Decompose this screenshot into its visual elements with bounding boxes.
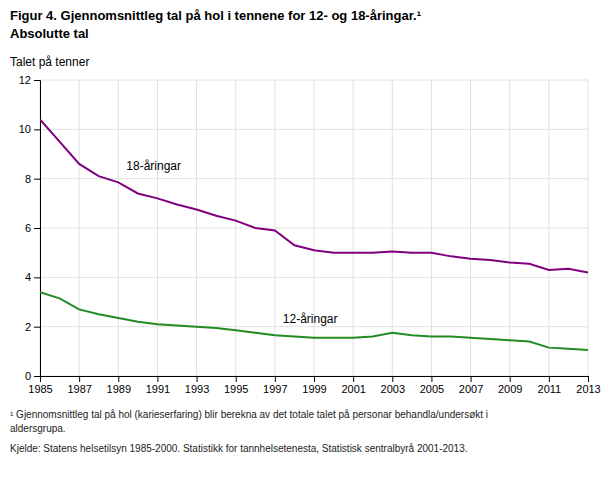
line-label: 18-åringar bbox=[126, 159, 181, 173]
x-tick-mark bbox=[197, 376, 198, 382]
x-tick-label: 2013 bbox=[576, 383, 600, 395]
y-tick: 8 bbox=[25, 173, 40, 185]
x-tick-label: 2005 bbox=[420, 383, 444, 395]
x-grid-line bbox=[196, 80, 197, 376]
x-tick: 1997 bbox=[263, 376, 287, 395]
x-tick-mark bbox=[157, 376, 158, 382]
y-tick-label: 8 bbox=[25, 173, 31, 185]
y-tick: 4 bbox=[25, 271, 40, 283]
x-axis: 1985 1987 1989 1991 1993 1995 1997 1999 2001 2003… bbox=[28, 376, 600, 395]
x-tick: 2001 bbox=[341, 376, 365, 395]
x-tick-mark bbox=[118, 376, 119, 382]
x-tick-label: 1995 bbox=[224, 383, 248, 395]
y-axis-line bbox=[34, 81, 41, 377]
x-tick: 1995 bbox=[224, 376, 248, 395]
x-tick-mark bbox=[353, 376, 354, 382]
title: Figur 4. Gjennomsnittleg tal på hol i te… bbox=[10, 8, 421, 23]
x-tick-label: 2011 bbox=[538, 383, 562, 395]
x-tick-mark bbox=[79, 376, 80, 382]
x-grid-line bbox=[392, 80, 393, 376]
x-tick-mark bbox=[275, 376, 276, 382]
y-tick: 10 bbox=[19, 123, 40, 135]
x-grid-line bbox=[470, 80, 471, 376]
x-grid-line bbox=[274, 80, 275, 376]
x-grid-line bbox=[588, 80, 589, 376]
x-tick: 1989 bbox=[107, 376, 131, 395]
x-grid-line bbox=[431, 80, 432, 376]
x-tick-mark bbox=[314, 376, 315, 382]
x-tick-mark bbox=[236, 376, 237, 382]
x-tick-label: 1993 bbox=[185, 383, 209, 395]
x-tick: 1993 bbox=[185, 376, 209, 395]
x-grid-line bbox=[548, 80, 549, 376]
line-label: 12-åringar bbox=[283, 312, 338, 326]
x-tick-label: 1997 bbox=[263, 383, 287, 395]
y-tick-label: 12 bbox=[19, 74, 31, 86]
x-tick-label: 1985 bbox=[28, 383, 52, 395]
x-tick-label: 2001 bbox=[341, 383, 365, 395]
x-grid-line bbox=[79, 80, 80, 376]
x-tick-mark bbox=[471, 376, 472, 382]
x-tick-label: 1987 bbox=[67, 383, 91, 395]
x-tick-label: 1991 bbox=[146, 383, 170, 395]
footnote: aldersgrupa. bbox=[10, 423, 66, 434]
x-tick: 2013 bbox=[576, 376, 600, 395]
series-line bbox=[40, 292, 588, 350]
x-tick: 2003 bbox=[381, 376, 405, 395]
y-tick-mark bbox=[34, 376, 40, 377]
y-tick-label: 0 bbox=[25, 370, 31, 382]
x-grid-line bbox=[509, 80, 510, 376]
y-tick-mark bbox=[34, 327, 40, 328]
x-tick: 2009 bbox=[498, 376, 522, 395]
chart: Figur 4. Gjennomsnittleg tal på hol i te… bbox=[0, 0, 610, 488]
x-grid-line bbox=[353, 80, 354, 376]
plot-area: 1985 1987 1989 1991 1993 1995 1997 1999 2001 2003… bbox=[19, 74, 601, 395]
y-tick-mark bbox=[34, 228, 40, 229]
x-tick-label: 2007 bbox=[459, 383, 483, 395]
x-grid-line bbox=[314, 80, 315, 376]
y-tick-label: 4 bbox=[25, 271, 31, 283]
x-tick: 1999 bbox=[302, 376, 326, 395]
y-tick-mark bbox=[34, 277, 40, 278]
x-tick: 1987 bbox=[67, 376, 91, 395]
subtitle: Absolutte tal bbox=[10, 26, 89, 41]
x-tick-label: 1999 bbox=[302, 383, 326, 395]
grid bbox=[40, 80, 588, 376]
y-tick: 2 bbox=[25, 321, 40, 333]
x-tick: 1985 bbox=[28, 376, 52, 395]
y-tick: 12 bbox=[19, 74, 40, 86]
footnote: ¹ Gjennomsnittleg tal på hol (karieserfa… bbox=[10, 409, 488, 420]
y-tick-label: 6 bbox=[25, 222, 31, 234]
lines bbox=[40, 119, 588, 350]
y-tick-label: 2 bbox=[25, 321, 31, 333]
y-axis: 0 2 4 6 8 10 12 bbox=[19, 74, 41, 382]
x-tick: 2005 bbox=[420, 376, 444, 395]
y-tick-mark bbox=[34, 80, 40, 81]
x-tick: 1991 bbox=[146, 376, 170, 395]
y-tick-label: 10 bbox=[19, 123, 31, 135]
x-tick-mark bbox=[392, 376, 393, 382]
x-grid-line bbox=[235, 80, 236, 376]
x-tick-mark bbox=[588, 376, 589, 382]
y-tick-mark bbox=[34, 179, 40, 180]
y-tick-mark bbox=[34, 129, 40, 130]
x-tick-label: 2003 bbox=[381, 383, 405, 395]
y-tick: 0 bbox=[25, 370, 40, 382]
series-line bbox=[40, 119, 588, 272]
x-tick: 2011 bbox=[538, 376, 562, 395]
x-tick-mark bbox=[549, 376, 550, 382]
x-tick-label: 2009 bbox=[498, 383, 522, 395]
x-grid-line bbox=[118, 80, 119, 376]
y-axis-label: Talet på tenner bbox=[10, 55, 89, 69]
x-grid-line bbox=[157, 80, 158, 376]
y-tick: 6 bbox=[25, 222, 40, 234]
line-labels: 18-åringar 12-åringar bbox=[126, 159, 337, 326]
x-tick-mark bbox=[510, 376, 511, 382]
x-axis-line bbox=[41, 377, 589, 383]
x-tick: 2007 bbox=[459, 376, 483, 395]
footnote: Kjelde: Statens helsetilsyn 1985-2000. S… bbox=[10, 443, 468, 454]
x-tick-label: 1989 bbox=[107, 383, 131, 395]
x-tick-mark bbox=[431, 376, 432, 382]
